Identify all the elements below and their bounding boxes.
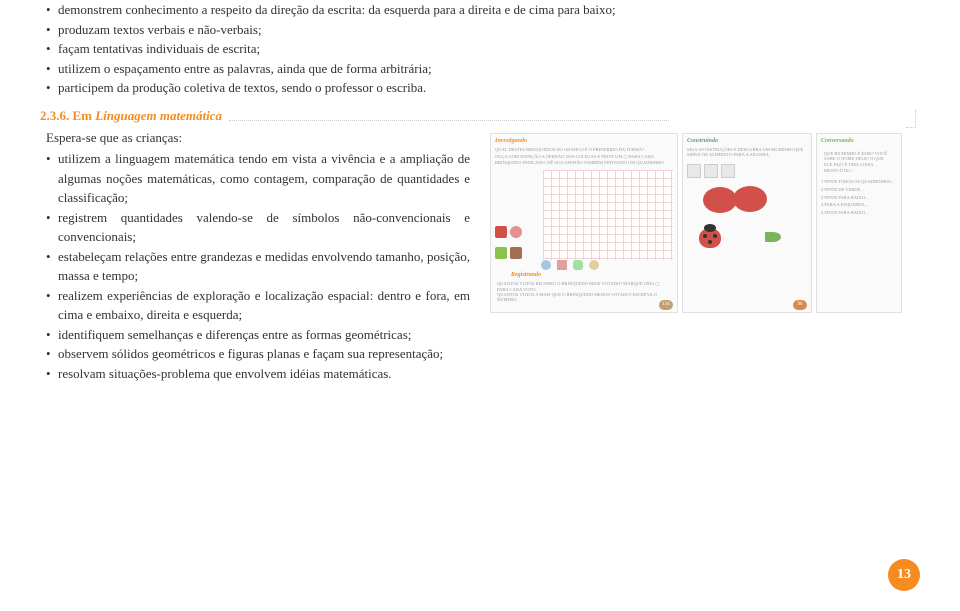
image-area xyxy=(687,182,807,252)
panel-header: Investigando xyxy=(495,138,673,144)
red-shape xyxy=(703,187,737,213)
bullet-item: observem sólidos geométricos e figuras p… xyxy=(40,344,920,364)
toy-icon xyxy=(573,260,583,270)
panel-conversando: Conversando QUE BICHINHO É ESSE? VOCÊ SA… xyxy=(816,133,902,313)
ladybug-icon xyxy=(699,228,721,248)
toy-icon xyxy=(495,226,507,238)
toy-icon xyxy=(589,260,599,270)
page-number-badge: 13 xyxy=(888,559,920,591)
left-column: Espera-se que as crianças: utilizem a li… xyxy=(40,128,470,345)
red-shape xyxy=(733,186,767,212)
mini-page-number: 134 xyxy=(659,300,673,310)
leaf-icon xyxy=(765,232,781,242)
panel-footer: QUANTOS VOTOS RECEBEU O BRINQUEDO MAIS V… xyxy=(497,281,671,302)
intro-text: Espera-se que as crianças: xyxy=(40,128,470,148)
bullet-item: utilizem o espaçamento entre as palavras… xyxy=(40,59,920,79)
bullet-item: resolvam situações-problema que envolvem… xyxy=(40,364,920,384)
toy-row xyxy=(541,260,599,270)
list-item: 5 PINTE PARA BAIXO... xyxy=(821,210,897,216)
bullet-item: realizem experiências de exploração e lo… xyxy=(40,286,470,325)
bullet-item: participem da produção coletiva de texto… xyxy=(40,78,920,98)
bullet-item: identifiquem semelhanças e diferenças en… xyxy=(40,325,470,345)
panel-text: SIGA AS INSTRUÇÕES E DESCUBRA UM BICHINH… xyxy=(687,147,807,159)
square-icon xyxy=(687,164,701,178)
top-bullet-list: demonstrem conhecimento a respeito da di… xyxy=(40,0,920,98)
bullet-item: utilizem a linguagem matemática tendo em… xyxy=(40,149,470,208)
toy-icon xyxy=(510,226,522,238)
instruction-icons xyxy=(687,164,807,178)
panel-text: QUE BICHINHO É ESSE? VOCÊ SABE O NOME DE… xyxy=(824,151,888,174)
list-item: 4 PARA A ESQUERDA... xyxy=(821,202,897,208)
bullet-item: façam tentativas individuais de escrita; xyxy=(40,39,920,59)
section-prefix: Em xyxy=(73,108,93,123)
square-icon xyxy=(721,164,735,178)
grid-chart xyxy=(543,170,673,260)
registrando-label: Registrando xyxy=(511,272,541,278)
full-width-bullets: observem sólidos geométricos e figuras p… xyxy=(40,344,920,383)
panel-construindo: Construindo SIGA AS INSTRUÇÕES E DESCUBR… xyxy=(682,133,812,313)
bullet-item: estabeleçam relações entre grandezas e m… xyxy=(40,247,470,286)
bullet-item: registrem quantidades valendo-se de símb… xyxy=(40,208,470,247)
panel-text: OUÇA COM ATENÇÃO A OPINIÃO DOS COLEGAS E… xyxy=(495,154,673,166)
toy-icon xyxy=(541,260,551,270)
section-title: Linguagem matemática xyxy=(95,108,222,123)
toy-icon xyxy=(495,247,507,259)
toy-icons xyxy=(495,226,535,266)
right-column: Investigando QUAL DESTES BRINQUEDOS DO G… xyxy=(490,128,920,345)
bullet-item: demonstrem conhecimento a respeito da di… xyxy=(40,0,920,20)
list-item: 3 PINTE PARA BAIXO... xyxy=(821,195,897,201)
square-icon xyxy=(704,164,718,178)
footer-line: QUANTOS VOTOS RECEBEU O BRINQUEDO MAIS V… xyxy=(497,281,671,292)
section-heading: 2.3.6. Em Linguagem matemática xyxy=(40,108,920,124)
textbook-illustration: Investigando QUAL DESTES BRINQUEDOS DO G… xyxy=(490,133,900,323)
two-column-layout: Espera-se que as crianças: utilizem a li… xyxy=(40,128,920,345)
connector-line xyxy=(906,110,916,128)
dotted-connector xyxy=(229,113,669,121)
toy-icon xyxy=(557,260,567,270)
mini-page-number: 96 xyxy=(793,300,807,310)
list-item: 2 PINTE DE VERDE... xyxy=(821,187,897,193)
bullet-item: produzam textos verbais e não-verbais; xyxy=(40,20,920,40)
panel-header: Conversando xyxy=(821,138,897,144)
list-item: 1 PINTE TODOS OS QUADRINHOS... xyxy=(821,179,897,185)
panel-text: QUAL DESTES BRINQUEDOS DO GRÁFICO É O PR… xyxy=(495,147,673,153)
section-number: 2.3.6. xyxy=(40,108,69,123)
page-content: demonstrem conhecimento a respeito da di… xyxy=(40,0,920,383)
panel-header: Construindo xyxy=(687,138,807,144)
toy-icon xyxy=(510,247,522,259)
conversando-box: QUE BICHINHO É ESSE? VOCÊ SABE O NOME DE… xyxy=(821,148,891,179)
footer-line: QUANTOS VOTOS A MAIS QUE O BRINQUEDO MEN… xyxy=(497,292,671,302)
panel-investigando: Investigando QUAL DESTES BRINQUEDOS DO G… xyxy=(490,133,678,313)
page-number-value: 13 xyxy=(897,567,911,583)
